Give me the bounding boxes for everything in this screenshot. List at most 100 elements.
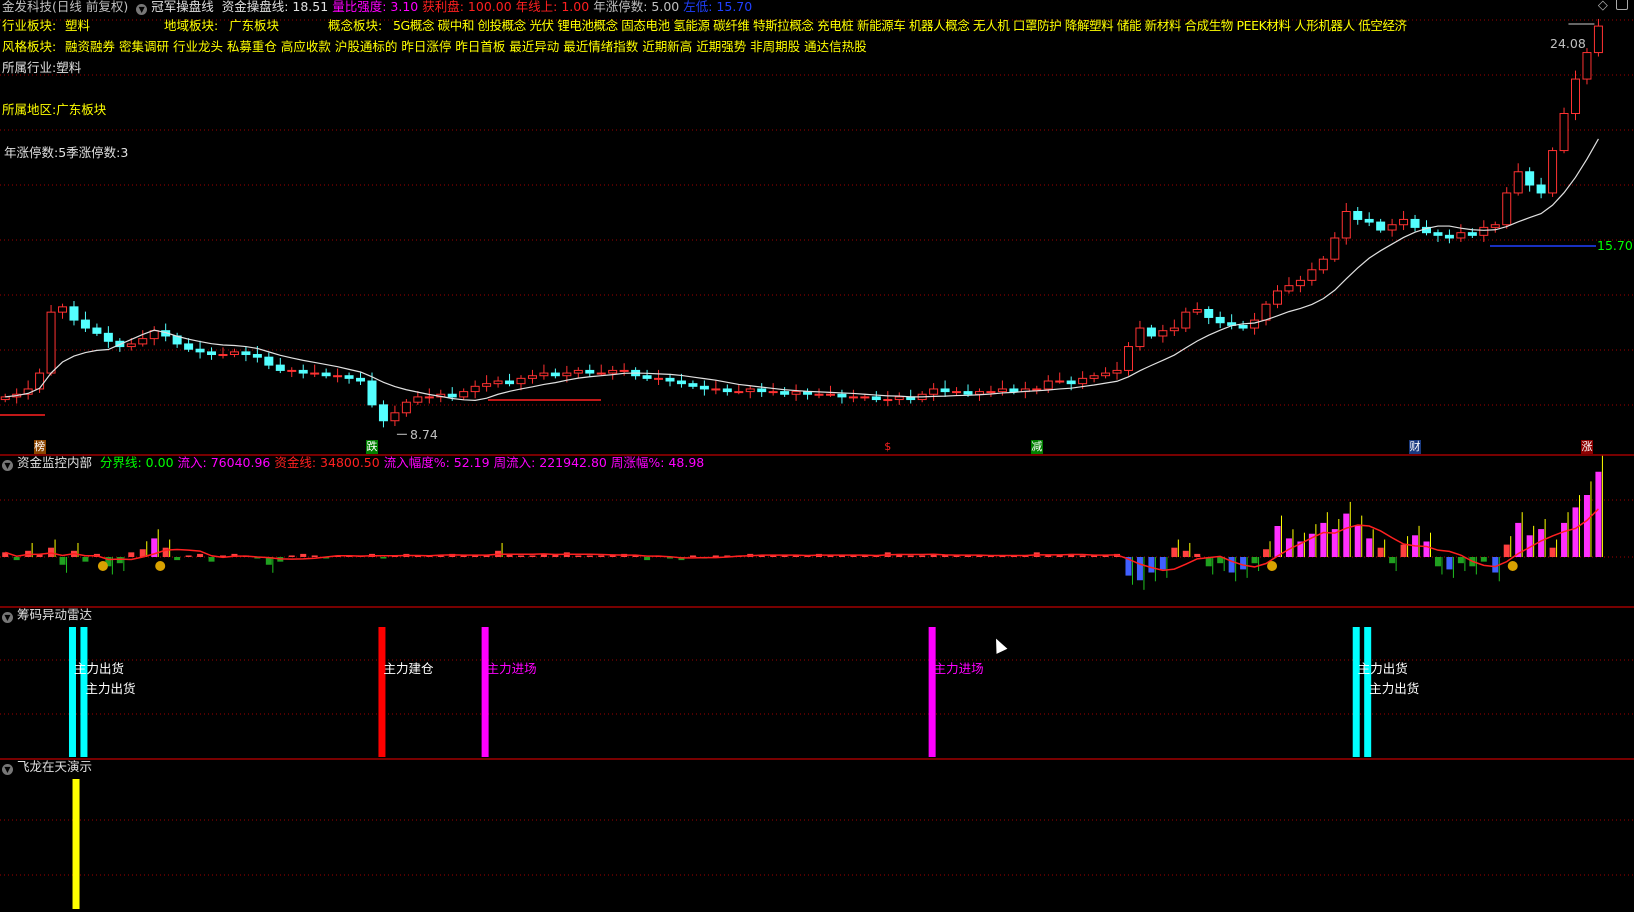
value-item: 周流入: 221942.80 xyxy=(493,455,607,470)
fund-flow-bar xyxy=(1492,557,1499,573)
candle-body xyxy=(287,369,297,372)
candle-body xyxy=(1055,380,1065,383)
candle-body xyxy=(310,372,320,375)
candle-body xyxy=(1261,303,1271,321)
signal-marker[interactable]: 涨 xyxy=(1580,440,1593,454)
fund-flow-bar xyxy=(529,555,536,557)
fund-flow-bar xyxy=(781,555,788,557)
candle-body xyxy=(1479,226,1489,236)
fund-flow-bar xyxy=(1045,555,1052,557)
candle-body xyxy=(482,383,492,387)
signal-marker[interactable]: 跌 xyxy=(365,440,378,454)
value-item: 流入幅度%: 52.19 xyxy=(383,455,490,470)
signal-marker[interactable]: 减 xyxy=(1030,440,1043,454)
stock-title: 金发科技(日线 前复权) xyxy=(2,0,129,14)
low-price-label: 8.74 xyxy=(410,427,438,442)
fund-flow-bar xyxy=(219,555,226,557)
candle-body xyxy=(1433,232,1443,236)
signal-marker[interactable]: $ xyxy=(884,440,892,453)
concept-list: 5G概念 碳中和 创投概念 光伏 锂电池概念 固态电池 氢能源 碳纤维 特斯拉概… xyxy=(393,18,1407,33)
candle-body xyxy=(1513,171,1523,194)
panel-menu-icon[interactable]: ▼ xyxy=(2,764,13,775)
fund-flow-bar xyxy=(1572,507,1579,557)
fund-flow-bar xyxy=(930,553,937,557)
value-item: 资金线: 34800.50 xyxy=(274,455,380,470)
candle-body xyxy=(46,311,56,374)
fund-flow-bar xyxy=(1148,557,1155,573)
high-price-label: 24.08 xyxy=(1550,36,1586,51)
region-value: 广东板块 xyxy=(229,18,280,33)
fund-flow-bar xyxy=(598,555,605,557)
candle-body xyxy=(1009,388,1019,393)
indicator-name[interactable]: 冠军操盘线 xyxy=(151,0,214,14)
candle-body xyxy=(138,338,148,345)
dragon-panel-title[interactable]: 飞龙在天演示 xyxy=(17,759,93,774)
concept-label: 概念板块: xyxy=(328,18,383,33)
candle-body xyxy=(505,380,515,385)
fund-flow-bar xyxy=(460,555,467,557)
candle-body xyxy=(1548,150,1558,194)
candle-body xyxy=(184,343,194,350)
candle-body xyxy=(424,396,434,399)
fund-flow-bar xyxy=(1125,557,1132,576)
radar-bar xyxy=(928,627,936,757)
panel-toggle-icon[interactable] xyxy=(1616,0,1628,10)
fund-flow-bar xyxy=(1079,555,1086,557)
radar-bar xyxy=(481,627,489,757)
candle-body xyxy=(1467,232,1477,236)
radar-panel-title[interactable]: 筹码异动雷达 xyxy=(17,607,93,622)
fund-flow-bar xyxy=(1515,522,1522,557)
candle-body xyxy=(92,327,102,334)
fund-flow-bar xyxy=(1503,544,1510,557)
candle-body xyxy=(1490,224,1500,228)
candle-body xyxy=(1112,369,1122,374)
value-item: 年线上: 1.00 xyxy=(515,0,590,14)
candle-body xyxy=(929,388,939,395)
candle-body xyxy=(1502,192,1512,226)
fund-flow-bar xyxy=(1022,555,1029,557)
radar-event-label: 主力出货 xyxy=(73,661,124,676)
fund-flow-bar xyxy=(380,557,387,559)
candle-body xyxy=(80,319,90,329)
candle-body xyxy=(493,380,503,385)
candle-body xyxy=(596,372,606,375)
candle-body xyxy=(642,375,652,379)
candle-body xyxy=(149,330,159,340)
header-values: 资金操盘线: 18.51 量比强度: 3.10 获利盘: 100.00 年线上: 1.… xyxy=(222,0,757,14)
candle-body xyxy=(619,369,629,372)
indicator-dropdown-icon[interactable]: ▼ xyxy=(136,4,148,15)
signal-marker[interactable]: 财 xyxy=(1409,440,1422,454)
fund-panel-header: ▼ 资金监控内部 分界线: 0.00 流入: 76040.96 资金线: 34800.… xyxy=(2,455,712,471)
panel-menu-icon[interactable]: ▼ xyxy=(2,612,13,623)
money-bag-icon xyxy=(97,561,108,571)
diamond-icon[interactable]: ◇ xyxy=(1597,0,1608,13)
candle-body xyxy=(1582,52,1592,80)
fund-flow-bar xyxy=(13,557,20,561)
signal-marker[interactable]: 榜 xyxy=(33,440,46,454)
dragon-bar xyxy=(72,779,80,909)
fund-flow-bar xyxy=(1056,555,1063,557)
candle-body xyxy=(608,369,618,374)
fund-flow-bar xyxy=(1274,526,1281,557)
radar-bar xyxy=(80,627,88,757)
candle-body xyxy=(1181,311,1191,329)
fund-flow-bar xyxy=(987,555,994,557)
candle-body xyxy=(768,391,778,394)
radar-event-label: 主力进场 xyxy=(486,661,537,676)
fund-line xyxy=(4,508,1599,572)
fund-flow-bar xyxy=(105,557,112,567)
candle-body xyxy=(1078,377,1088,385)
fund-flow-bar xyxy=(850,555,857,557)
fund-panel-title[interactable]: 资金监控内部 xyxy=(17,455,93,470)
candle-body xyxy=(252,354,262,358)
candle-body xyxy=(848,396,858,399)
fund-flow-bar xyxy=(36,553,43,557)
candle-body xyxy=(1330,237,1340,260)
candle-body xyxy=(940,388,950,393)
candle-body xyxy=(275,364,285,371)
fund-flow-bar xyxy=(254,557,261,559)
panel-menu-icon[interactable]: ▼ xyxy=(2,460,13,471)
fund-flow-bar xyxy=(609,555,616,557)
fund-flow-bar xyxy=(1205,557,1212,567)
